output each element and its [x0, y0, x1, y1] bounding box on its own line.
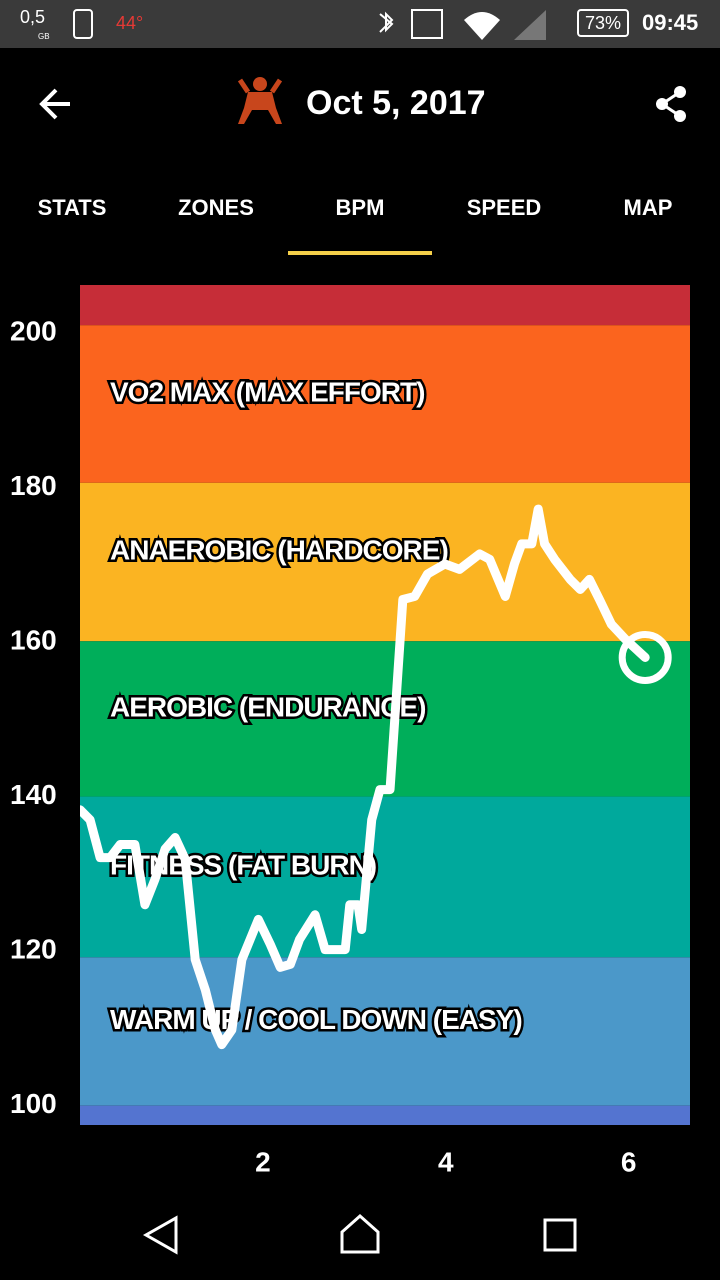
y-tick-label: 100 — [10, 1088, 57, 1119]
temperature: 44° — [116, 13, 143, 33]
y-tick-label: 140 — [10, 779, 57, 810]
nfc-icon — [411, 9, 443, 39]
zone-band — [80, 796, 690, 958]
tab[interactable]: SPEED — [467, 195, 542, 220]
y-tick-label: 200 — [10, 315, 57, 346]
status-bar — [0, 0, 720, 48]
zone-band — [80, 957, 690, 1106]
data-amount: 0,5 — [20, 7, 45, 27]
wifi-icon — [464, 12, 500, 40]
x-tick-label: 6 — [621, 1146, 637, 1177]
signal-icon — [514, 10, 546, 40]
zone-band — [80, 1105, 690, 1125]
tab[interactable]: ZONES — [178, 195, 254, 220]
zone-band — [80, 325, 690, 483]
app-icon — [237, 77, 283, 124]
x-tick-label: 4 — [438, 1146, 454, 1177]
zone-band — [80, 285, 690, 326]
tab[interactable]: BPM — [336, 195, 385, 220]
tab[interactable]: STATS — [38, 195, 107, 220]
end-marker — [618, 630, 672, 684]
bpm-line — [80, 504, 650, 1050]
zone-label: VO2 MAX (MAX EFFORT) — [110, 376, 424, 407]
clock: 09:45 — [642, 10, 698, 35]
data-unit: GB — [38, 32, 50, 41]
share-button[interactable] — [656, 86, 686, 122]
battery-icon — [577, 9, 629, 37]
sim-icon — [73, 9, 93, 39]
y-tick-label: 160 — [10, 624, 57, 655]
zone-label: WARM UP / COOL DOWN (EASY) — [110, 1004, 522, 1035]
tab-indicator — [288, 251, 432, 255]
zone-band — [80, 482, 690, 642]
y-tick-label: 120 — [10, 934, 57, 965]
battery: 73% — [585, 13, 621, 33]
zone-label: AEROBIC (ENDURANCE) — [110, 691, 425, 722]
zone-label: FITNESS (FAT BURN) — [110, 849, 376, 880]
zone-band — [80, 641, 690, 797]
header-title: Oct 5, 2017 — [306, 84, 486, 122]
x-tick-label: 2 — [255, 1146, 271, 1177]
y-tick-label: 180 — [10, 470, 57, 501]
tab[interactable]: MAP — [624, 195, 673, 220]
nav-recents[interactable] — [543, 1218, 577, 1252]
nav-home[interactable] — [340, 1213, 380, 1254]
bluetooth-icon — [379, 11, 394, 33]
zone-label: ANAEROBIC (HARDCORE) — [110, 534, 448, 565]
nav-back[interactable] — [142, 1215, 178, 1255]
back-button[interactable] — [39, 88, 70, 120]
